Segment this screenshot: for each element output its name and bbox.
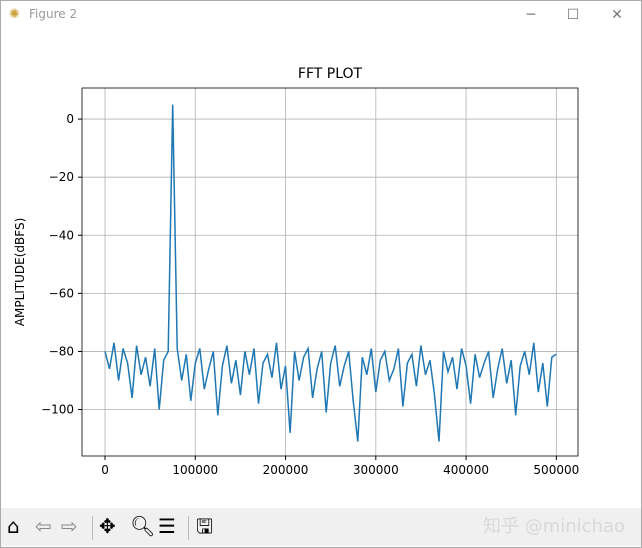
x-tick-label: 100000 [172, 463, 218, 477]
y-tick-label: −40 [49, 228, 74, 242]
configure-subplots-icon[interactable]: ☰ [158, 514, 176, 538]
toolbar-separator [92, 516, 93, 540]
title-bar: ✺ Figure 2 ─ ☐ ✕ [1, 1, 641, 30]
x-tick-label: 300000 [353, 463, 399, 477]
maximize-button[interactable]: ☐ [566, 7, 580, 23]
save-icon[interactable]: 🖫 [196, 514, 214, 538]
toolbar-separator [188, 516, 189, 540]
home-icon[interactable]: ⌂ [7, 514, 20, 538]
y-tick-label: −60 [49, 286, 74, 300]
close-button[interactable]: ✕ [611, 7, 623, 23]
x-tick-label: 500000 [533, 463, 579, 477]
minimize-button[interactable]: ─ [526, 7, 536, 23]
navigation-toolbar: ⌂ ⇦ ⇨ ✥ 🔍︎ ☰ 🖫 知乎 @minichao [1, 508, 641, 546]
x-tick-label: 0 [101, 463, 109, 477]
zoom-magnifier-icon[interactable]: 🔍︎ [130, 514, 156, 538]
fft-chart: 0 100000 200000 300000 400000 500000 0 −20 −40 −6… [13, 66, 579, 477]
x-tick-label: 200000 [263, 463, 309, 477]
chart-title: FFT PLOT [298, 66, 363, 82]
matplotlib-icon: ✺ [9, 7, 20, 22]
y-tick-label: 0 [66, 112, 74, 126]
forward-arrow-icon[interactable]: ⇨ [61, 514, 78, 538]
y-tick-label: −100 [41, 403, 74, 417]
pan-icon[interactable]: ✥ [99, 514, 116, 538]
axes-frame [81, 87, 579, 457]
y-axis-label: AMPLITUDE(dBFS) [13, 218, 27, 326]
y-tick-label: −80 [49, 344, 74, 358]
back-arrow-icon[interactable]: ⇦ [35, 514, 52, 538]
y-tick-label: −20 [49, 170, 74, 184]
watermark: 知乎 @minichao [482, 516, 625, 537]
series-line [104, 104, 557, 442]
window-title: Figure 2 [29, 7, 78, 21]
x-tick-label: 400000 [443, 463, 489, 477]
